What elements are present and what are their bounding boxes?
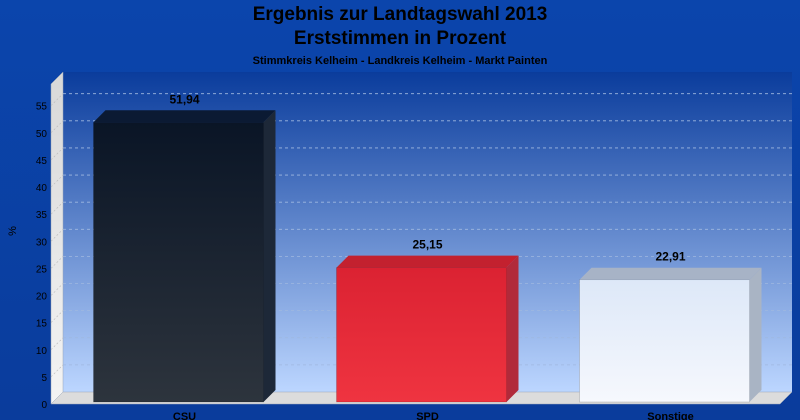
chart-caption: Stimmkreis Kelheim - Landkreis Kelheim -… [252, 55, 548, 67]
data-label: 22,91 [655, 250, 685, 264]
data-label: 51,94 [169, 92, 199, 106]
grid-line-wall [50, 201, 64, 215]
bar-csu-side [263, 110, 276, 402]
y-tick-label: 30 [36, 237, 48, 248]
bar-csu [93, 121, 264, 403]
grid-line-wall [50, 337, 64, 350]
y-tick-label: 5 [41, 373, 47, 384]
y-tick-label: 25 [36, 264, 48, 275]
grid-line-wall [50, 120, 64, 134]
grid-line-wall [50, 364, 64, 378]
y-tick-label: 10 [36, 346, 48, 357]
grid-line-wall [50, 283, 64, 296]
y-tick-label: 20 [36, 292, 48, 303]
bar-spd [336, 267, 507, 403]
y-tick-label: 55 [36, 102, 48, 113]
x-tick-label: CSU [173, 411, 196, 420]
y-tick-label: 50 [36, 129, 48, 140]
grid-line-wall [50, 174, 64, 188]
grid-line-wall [50, 310, 64, 323]
y-tick-label: 40 [36, 183, 48, 194]
x-tick-label: SPD [416, 411, 439, 420]
grid-line-wall [50, 256, 64, 269]
grid-line-wall [50, 147, 64, 161]
data-label: 25,15 [412, 238, 442, 252]
bar-csu-top [93, 110, 276, 123]
bar-sonstige-side [749, 267, 762, 402]
y-tick-label: 0 [41, 400, 47, 411]
bar-sonstige [579, 279, 750, 403]
bar-spd-top [336, 255, 519, 268]
bar-sonstige-top [579, 267, 762, 280]
grid-line-wall [50, 93, 64, 106]
grid-line-wall [50, 229, 64, 242]
left-wall [50, 71, 64, 405]
y-tick-label: 45 [36, 156, 48, 167]
bar-spd-side [506, 255, 519, 402]
y-tick-label: 15 [36, 319, 48, 330]
chart-subtitle: Erststimmen in Prozent [293, 28, 507, 49]
x-tick-label: Sonstige [647, 411, 693, 420]
y-tick-label: 35 [36, 210, 48, 221]
chart-title: Ergebnis zur Landtagswahl 2013 [252, 4, 548, 25]
